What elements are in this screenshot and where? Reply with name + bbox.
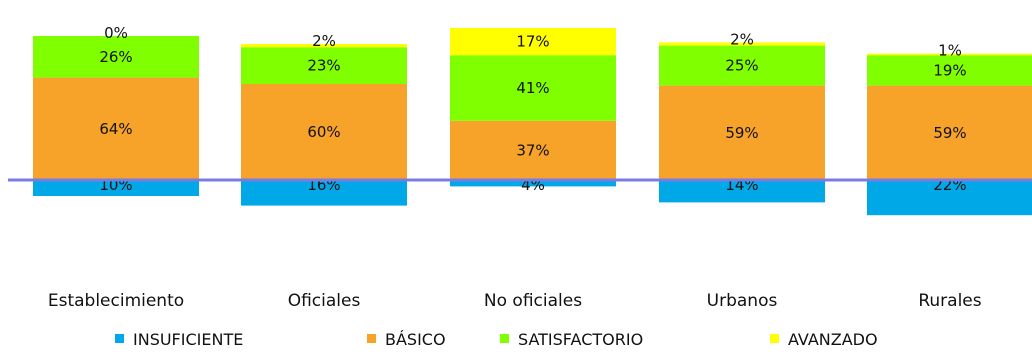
bar-segment-insuficiente-2 — [450, 180, 616, 187]
bar-segment-satisfactorio-0 — [33, 36, 199, 78]
data-label-bsico-2: 37% — [516, 141, 549, 159]
legend-swatch-insuficiente — [115, 334, 124, 343]
bar-segment-bsico-2 — [450, 120, 616, 180]
legend-swatch-satisfactorio — [500, 334, 509, 343]
bar-segment-avanzado-2 — [450, 28, 616, 56]
bar-segment-bsico-1 — [241, 84, 407, 180]
category-label-0: Establecimiento — [48, 291, 184, 311]
data-label-avanzado-0: 0% — [104, 24, 128, 42]
bar-segment-satisfactorio-4 — [867, 55, 1032, 86]
data-label-avanzado-1: 2% — [312, 32, 336, 50]
data-label-bsico-3: 59% — [725, 124, 758, 142]
legend-label-bsico: BÁSICO — [385, 330, 446, 349]
category-label-2: No oficiales — [484, 291, 582, 311]
category-label-4: Rurales — [918, 291, 981, 311]
bar-segment-insuficiente-1 — [241, 180, 407, 206]
legend-label-satisfactorio: SATISFACTORIO — [518, 330, 643, 349]
bar-segment-insuficiente-0 — [33, 180, 199, 196]
bar-segment-avanzado-3 — [659, 42, 825, 46]
legend-label-insuficiente: INSUFICIENTE — [133, 330, 243, 349]
legend-swatch-bsico — [367, 334, 376, 343]
bar-segment-satisfactorio-1 — [241, 47, 407, 84]
data-label-satisfactorio-0: 26% — [99, 48, 132, 66]
bar-segment-satisfactorio-3 — [659, 45, 825, 86]
legend-label-avanzado: AVANZADO — [788, 330, 878, 349]
bar-segment-insuficiente-3 — [659, 180, 825, 203]
bar-segment-bsico-0 — [33, 77, 199, 180]
data-label-satisfactorio-1: 23% — [307, 57, 340, 75]
data-label-avanzado-4: 1% — [938, 42, 962, 60]
bar-segment-avanzado-1 — [241, 44, 407, 48]
data-label-satisfactorio-4: 19% — [933, 61, 966, 79]
data-label-avanzado-3: 2% — [730, 30, 754, 48]
bar-segment-bsico-4 — [867, 85, 1032, 180]
bar-segment-avanzado-4 — [867, 53, 1032, 56]
data-label-satisfactorio-3: 25% — [725, 57, 758, 75]
bar-segment-satisfactorio-2 — [450, 55, 616, 121]
data-label-satisfactorio-2: 41% — [516, 79, 549, 97]
bar-segment-insuficiente-4 — [867, 180, 1032, 216]
data-label-bsico-4: 59% — [933, 124, 966, 142]
category-label-3: Urbanos — [707, 291, 778, 311]
data-label-bsico-1: 60% — [307, 123, 340, 141]
bar-segment-bsico-3 — [659, 85, 825, 180]
category-label-1: Oficiales — [288, 291, 361, 311]
data-label-bsico-0: 64% — [99, 120, 132, 138]
legend-swatch-avanzado — [770, 334, 779, 343]
data-label-avanzado-2: 17% — [516, 33, 549, 51]
